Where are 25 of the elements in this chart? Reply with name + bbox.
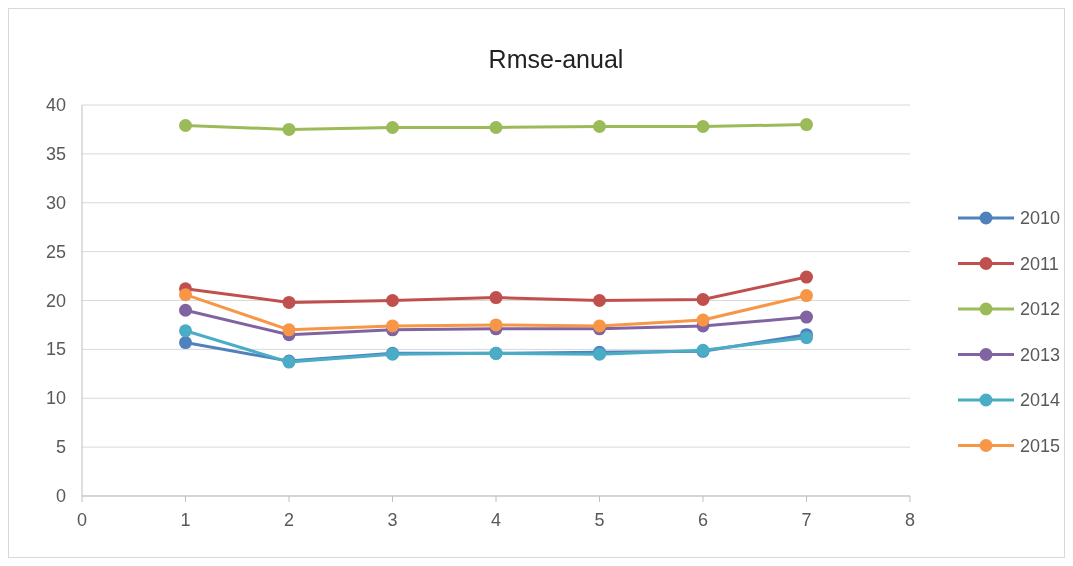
x-tick-label: 0 [76, 510, 88, 530]
legend-label: 2014 [1020, 390, 1061, 410]
x-tick-label: 1 [180, 510, 191, 530]
x-tick-label: 5 [594, 510, 605, 530]
y-tick-label: 15 [45, 339, 66, 360]
legend-label: 2013 [1020, 344, 1061, 365]
legend-label: 2012 [1020, 299, 1061, 319]
x-tick-label: 7 [801, 510, 812, 530]
y-tick-label: 40 [45, 95, 66, 115]
x-tick-label: 2 [283, 510, 295, 530]
x-tick-label: 6 [697, 510, 709, 530]
x-tick-label: 8 [904, 510, 916, 530]
x-tick-label: 4 [490, 510, 502, 530]
legend-label: 2015 [1020, 435, 1061, 456]
legend-label: 2010 [1020, 208, 1061, 228]
y-tick-label: 20 [45, 290, 66, 311]
y-tick-label: 25 [45, 241, 66, 262]
legend-label: 2011 [1020, 253, 1059, 274]
x-tick-label: 3 [387, 510, 398, 530]
y-tick-label: 0 [55, 486, 66, 506]
chart-title: Rmse-anual [488, 45, 624, 73]
y-tick-label: 10 [45, 388, 66, 409]
y-tick-label: 5 [55, 437, 66, 458]
y-tick-label: 30 [45, 192, 66, 213]
y-tick-label: 35 [45, 143, 66, 164]
